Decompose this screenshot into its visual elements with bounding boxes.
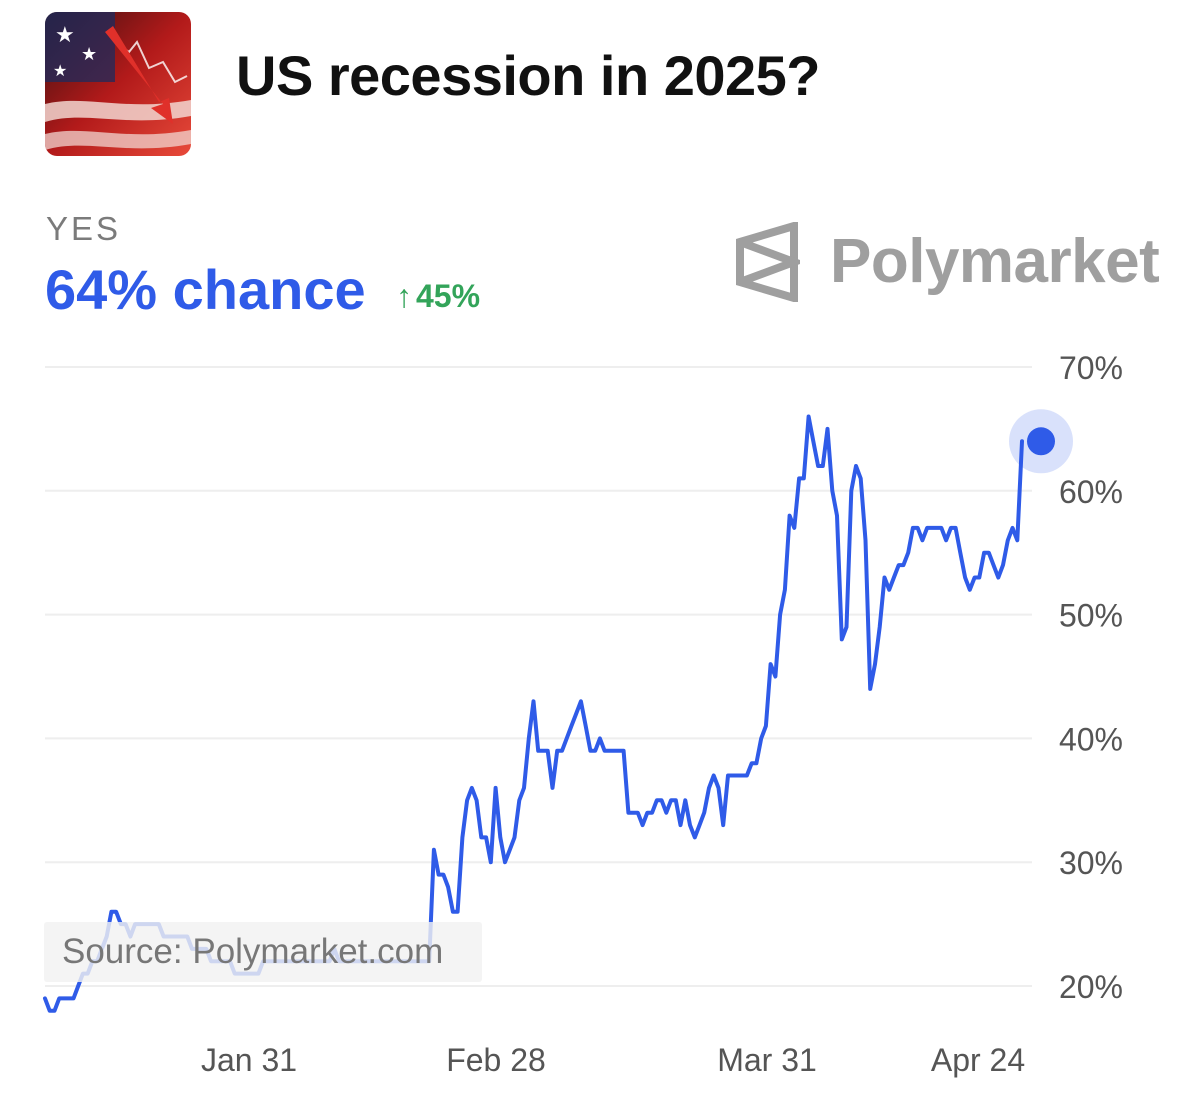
polymarket-logo-icon xyxy=(736,222,800,302)
polymarket-brand: Polymarket xyxy=(734,222,1160,302)
svg-text:★: ★ xyxy=(53,61,67,80)
y-tick-label: 50% xyxy=(1059,598,1123,634)
grid-lines xyxy=(45,366,1032,987)
outcome-label: YES xyxy=(46,210,122,247)
x-tick-label: Apr 24 xyxy=(931,1042,1025,1078)
arrow-up-icon: ↑ xyxy=(396,278,412,314)
y-tick-label: 60% xyxy=(1059,474,1123,510)
brand-name: Polymarket xyxy=(830,227,1160,296)
y-axis-ticks: 70% 60% 50% 40% 30% 20% xyxy=(1059,350,1123,1005)
x-axis-ticks: Jan 31 Feb 28 Mar 31 Apr 24 xyxy=(201,1042,1025,1078)
last-point-marker xyxy=(1027,427,1055,456)
y-tick-label: 40% xyxy=(1059,721,1123,757)
y-tick-label: 70% xyxy=(1059,350,1123,386)
us-flag-falling-stock-chart-image: ★ ★ ★ xyxy=(45,12,191,156)
x-tick-label: Feb 28 xyxy=(446,1042,546,1078)
y-tick-label: 20% xyxy=(1059,969,1123,1005)
x-tick-label: Jan 31 xyxy=(201,1042,297,1078)
y-tick-label: 30% xyxy=(1059,845,1123,881)
svg-text:★: ★ xyxy=(55,23,75,48)
probability-chart: 70% 60% 50% 40% 30% 20% Jan 31 Feb 28 Ma… xyxy=(43,350,1123,1078)
change-value: 45% xyxy=(416,278,481,314)
market-title: US recession in 2025? xyxy=(236,44,821,107)
svg-text:★: ★ xyxy=(81,44,97,65)
x-tick-label: Mar 31 xyxy=(717,1042,817,1078)
chance-value: 64% chance xyxy=(45,258,366,321)
source-label: Source: Polymarket.com xyxy=(44,922,482,982)
market-image: ★ ★ ★ xyxy=(45,12,191,156)
change-indicator: ↑ 45% xyxy=(396,280,480,312)
